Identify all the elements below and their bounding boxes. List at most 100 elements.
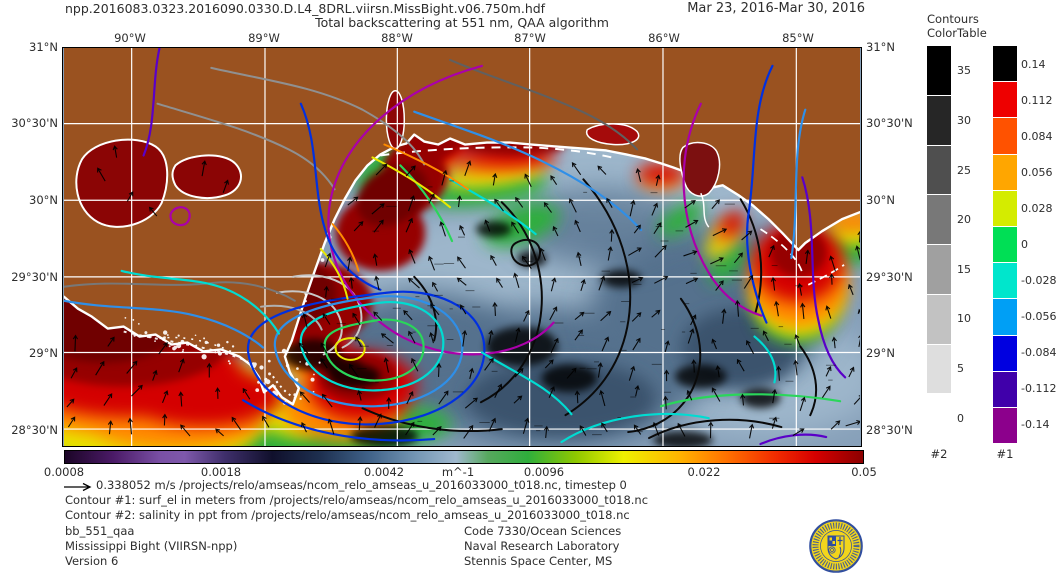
colorbar-segment [927,293,951,344]
product-info: bb_551_qaa Mississippi Bight (VIIRSN-npp… [65,524,237,569]
current-vector-arrows [66,145,860,439]
colorbar-segment [927,46,951,95]
x-tick-label: 87°W [514,31,546,45]
org-name: Naval Research Laboratory [464,539,620,553]
colorbar-segment [993,189,1017,226]
marsh-dot [204,340,208,345]
contour1-caption: Contour #1: surf_el in meters from /proj… [65,493,649,507]
colorbar-label: -0.14 [1021,418,1050,432]
backscatter-tick-label: m^-1 [441,465,475,479]
backscatter-tick-label: 0.0018 [200,465,242,479]
contours-colorbar [927,46,951,443]
backscatter-tick-label: 0.0008 [43,465,85,479]
y-tick-label-left: 30°30'N [11,116,58,130]
organization-info: Code 7330/Ocean Sciences Naval Research … [464,524,621,569]
marsh-dot [194,334,197,337]
marsh-dot [163,330,168,335]
marsh-dot [144,331,148,335]
colorbar-segment [993,370,1017,407]
colorbar-segment [993,46,1017,82]
surface-elevation-contours [64,48,847,446]
marsh-dot [201,354,207,360]
colorbar-label: 0 [957,411,964,425]
current-vectors [66,145,860,439]
map-canvas [64,48,860,446]
y-tick-label-right: 29°N [866,346,895,360]
marsh-dot [166,334,169,337]
colorbar-segment [927,194,951,244]
colorbar-label: 20 [957,213,971,227]
backscatter-tick-label: 0.0042 [363,465,405,479]
colorbar-segment [993,81,1017,118]
marsh-dot [296,367,299,370]
marsh-dot [177,334,180,337]
colorbar-label: 5 [957,362,964,376]
marsh-dot [318,361,321,364]
marsh-dot [299,361,301,363]
colorbar-label: 0.084 [1021,129,1053,143]
nrl-shield [827,535,845,560]
marsh-dot [253,362,257,367]
x-tick-label: 85°W [782,31,814,45]
y-tick-label-right: 30°30'N [866,116,913,130]
marsh-dot [285,363,290,368]
colortable-colorbar-footer: #1 [996,447,1014,461]
mobile-bay [679,141,721,197]
right-panel-header: Contours ColorTable [927,12,987,40]
marsh-dot [231,345,235,348]
marsh-dot [163,336,166,339]
x-tick-label: 90°W [114,31,146,45]
marsh-dot [182,348,185,351]
region-name: Mississippi Bight (VIIRSN-npp) [65,539,238,553]
y-tick-label-right: 31°N [866,40,895,54]
lake-borgne [171,154,242,199]
colorbar-segment [993,334,1017,371]
colorbar-label: -0.112 [1021,382,1057,396]
colorbar-segment [993,225,1017,263]
marsh-dot [176,343,182,349]
colorbar-label: 0.14 [1021,57,1046,71]
backscatter-tick-label: 0.0096 [523,465,565,479]
marsh-dot [203,337,206,340]
colorbar-segment [993,406,1017,444]
colorbar-segment [927,94,951,145]
vector-scale-caption: 0.338052 m/s /projects/relo/amseas/ncom_… [96,478,627,492]
marsh-dot [154,340,156,343]
figure-subtitle: Total backscattering at 551 nm, QAA algo… [315,15,609,30]
contours-colorbar-footer: #2 [930,447,948,461]
backscatter-tick-label: 0.05 [851,465,877,479]
colorbar-segment [993,153,1017,190]
contour2-caption: Contour #2: salinity in ppt from /projec… [65,508,630,522]
colorbar-label: 0.056 [1021,165,1053,179]
marsh-dot [293,393,297,397]
y-tick-label-left: 29°N [29,346,58,360]
colorbar-label: 0.028 [1021,201,1053,215]
colorbar-label: 0.112 [1021,93,1053,107]
marsh-dot [294,378,299,382]
colorbar-label: -0.028 [1021,274,1057,288]
marsh-dot [226,340,229,344]
y-tick-label-left: 29°30'N [11,270,58,284]
x-tick-label: 89°W [248,31,280,45]
y-tick-label-right: 28°30'N [866,423,913,437]
contours-title: Contours [927,12,979,26]
marsh-dot [133,334,136,337]
marsh-dot [267,359,271,363]
backscatter-colorbar [64,450,864,464]
colorbar-label: 30 [957,113,971,127]
org-location: Stennis Space Center, MS [464,554,613,568]
marsh-dot [304,299,307,303]
marsh-dot [313,373,315,376]
version: Version 6 [65,554,119,568]
marsh-dot [148,335,152,339]
colorbar-segment [927,144,951,195]
x-tick-label: 86°W [648,31,680,45]
colorbar-label: 35 [957,64,971,78]
marsh-dot [227,360,230,363]
y-tick-label-right: 29°30'N [866,270,913,284]
coastal-lagoon [385,90,406,150]
y-tick-label-left: 30°N [29,193,58,207]
product-id: bb_551_qaa [65,524,135,538]
colorbar-label: -0.084 [1021,346,1057,360]
